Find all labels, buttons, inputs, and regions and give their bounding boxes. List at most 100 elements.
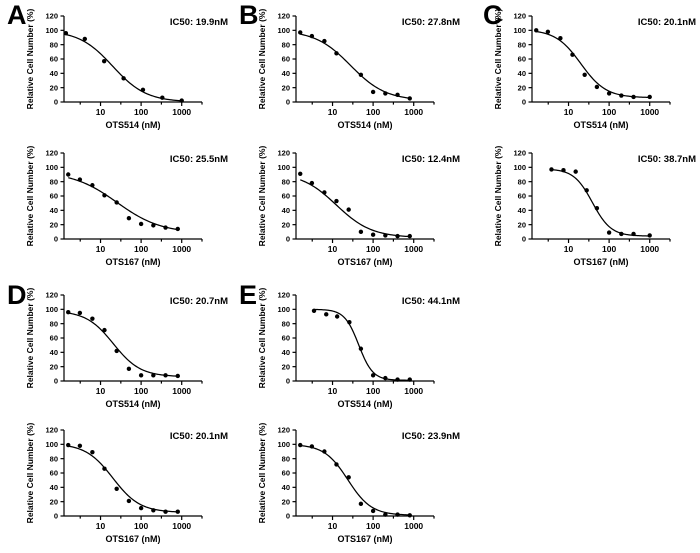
x-tick-label: 100: [134, 244, 148, 254]
data-point: [407, 233, 412, 239]
x-tick-label: 1000: [404, 386, 423, 396]
data-point: [66, 172, 71, 177]
data-points: [63, 31, 184, 103]
panel-label-e: E: [239, 280, 258, 310]
y-tick-label: 60: [50, 55, 58, 64]
y-tick-label: 80: [282, 177, 290, 186]
x-tick-label: 10: [96, 521, 106, 531]
data-point: [298, 171, 303, 176]
y-axis-title: Relative Cell Number (%): [257, 423, 267, 524]
y-tick-label: 100: [277, 305, 290, 314]
y-tick-label: 120: [513, 12, 526, 21]
chart-a-ots167: 0 20 40 60 80 100 120 10 100 1000 IC50: 25.5nM OTS1…: [24, 141, 234, 281]
y-tick-label: 20: [50, 83, 58, 92]
data-point: [383, 91, 388, 96]
data-point: [619, 231, 624, 237]
data-points: [549, 167, 652, 238]
chart-d-ots514: 0 20 40 60 80 100 120 10 100 1000 IC50: 20.7nM OTS5…: [24, 283, 234, 423]
data-point: [358, 346, 364, 351]
chart-c-ots167: 0 20 40 60 80 100 120 10 100 1000 IC50: 38.7nM OTS1…: [492, 141, 700, 281]
data-point: [322, 38, 327, 44]
chart-e-ots167: 0 20 40 60 80 100 120 10 100 1000 IC50: 23.9nM OTS1…: [256, 418, 466, 553]
data-point: [66, 310, 71, 315]
panel-label-d: D: [7, 280, 27, 310]
y-axis-title: Relative Cell Number (%): [25, 9, 35, 110]
axes: [528, 15, 671, 106]
axes: [292, 152, 435, 243]
data-points: [534, 28, 652, 100]
x-tick-label: 1000: [172, 386, 191, 396]
data-point: [138, 505, 144, 511]
x-tick-label: 100: [366, 244, 380, 254]
y-tick-label: 120: [277, 12, 290, 21]
data-point: [407, 513, 412, 518]
panel-label-b: B: [239, 0, 259, 30]
data-point: [151, 223, 156, 228]
data-point: [606, 230, 612, 235]
x-tick-label: 1000: [172, 521, 191, 531]
data-point: [334, 51, 339, 56]
data-point: [561, 168, 566, 173]
dose-response-plot: 0 20 40 60 80 100 120 10 100 1000 IC50: 20.7nM OTS5…: [25, 288, 228, 409]
fit-curve: [314, 308, 410, 381]
axes: [292, 15, 435, 106]
y-axis-title: Relative Cell Number (%): [25, 423, 35, 524]
fit-curve: [300, 33, 410, 99]
y-tick-label: 80: [50, 40, 58, 49]
y-tick-label: 40: [518, 69, 526, 78]
data-point: [298, 442, 303, 448]
axes: [292, 294, 435, 385]
data-point: [594, 205, 600, 211]
data-point: [121, 76, 126, 81]
x-tick-label: 100: [602, 107, 616, 117]
dose-response-plot: 0 20 40 60 80 100 120 10 100 1000 IC50: 19.9nM OTS5…: [25, 9, 228, 130]
data-point: [126, 216, 132, 221]
y-tick-label: 60: [282, 334, 290, 343]
ic50-annotation: IC50: 25.5nM: [170, 154, 228, 165]
dose-response-plot: 0 20 40 60 80 100 120 10 100 1000 IC50: 12.4nM OTS1…: [257, 146, 460, 267]
x-axis-title: OTS514 (nM): [337, 120, 392, 130]
y-tick-label: 80: [50, 319, 58, 328]
axes: [60, 294, 203, 385]
y-tick-label: 40: [282, 348, 290, 357]
data-points: [298, 171, 412, 239]
data-point: [358, 229, 364, 235]
data-point: [140, 87, 146, 93]
data-point: [619, 93, 624, 98]
data-point: [179, 98, 184, 103]
data-point: [309, 33, 315, 39]
fit-curve: [551, 168, 650, 237]
data-point: [370, 89, 376, 95]
data-points: [311, 308, 412, 382]
y-tick-label: 80: [282, 40, 290, 49]
x-tick-label: 10: [564, 107, 574, 117]
y-tick-label: 100: [277, 440, 290, 449]
data-point: [582, 72, 587, 77]
data-point: [395, 92, 400, 98]
axes: [292, 429, 435, 520]
y-axis-title: Relative Cell Number (%): [493, 9, 503, 110]
axes: [60, 152, 203, 243]
data-point: [407, 377, 412, 382]
y-tick-label: 40: [50, 483, 58, 492]
y-tick-label: 0: [522, 98, 526, 107]
y-tick-label: 0: [522, 235, 526, 244]
x-tick-label: 100: [134, 107, 148, 117]
data-point: [346, 207, 351, 212]
dose-response-plot: 0 20 40 60 80 100 120 10 100 1000 IC50: 20.1nM OTS1…: [25, 423, 228, 544]
y-tick-label: 0: [54, 235, 58, 244]
y-axis-title: Relative Cell Number (%): [493, 146, 503, 247]
data-point: [558, 36, 563, 41]
y-tick-label: 120: [277, 149, 290, 158]
y-tick-label: 40: [518, 206, 526, 215]
chart-b-ots514: 0 20 40 60 80 100 120 10 100 1000 IC50: 27.8nM OTS5…: [256, 4, 466, 144]
x-tick-label: 10: [328, 386, 338, 396]
y-tick-label: 100: [45, 163, 58, 172]
y-tick-label: 120: [45, 426, 58, 435]
y-axis-title: Relative Cell Number (%): [257, 146, 267, 247]
x-axis-title: OTS514 (nM): [337, 399, 392, 409]
x-axis-title: OTS167 (nM): [105, 257, 160, 267]
x-tick-label: 10: [96, 244, 106, 254]
x-tick-label: 10: [564, 244, 574, 254]
data-point: [647, 233, 652, 238]
